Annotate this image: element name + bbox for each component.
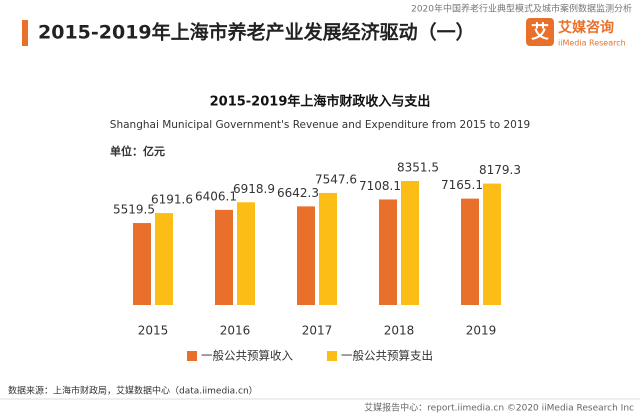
value-label: 7108.1	[359, 179, 401, 193]
logo-mark: 艾	[531, 21, 549, 43]
value-label: 6642.3	[277, 186, 319, 200]
bar	[297, 206, 315, 305]
bar	[155, 213, 173, 305]
value-label: 6406.1	[195, 189, 237, 203]
chart-subtitle: Shanghai Municipal Government's Revenue …	[110, 119, 530, 131]
chart-title: 2015-2019年上海市财政收入与支出	[210, 94, 431, 110]
legend-swatch	[327, 351, 337, 361]
bar	[237, 202, 255, 305]
x-tick-label: 2017	[302, 324, 333, 338]
credit: 艾媒报告中心：report.iimedia.cn ©2020 iiMedia R…	[364, 402, 634, 414]
x-tick-label: 2016	[220, 324, 251, 338]
unit: 单位：亿元	[110, 144, 165, 158]
report-name: 2020年中国养老行业典型模式及城市案例数据监测分析	[411, 3, 632, 15]
value-label: 8351.5	[397, 161, 439, 175]
bar	[133, 223, 151, 305]
bar	[215, 209, 233, 305]
logo-name: 艾媒咨询	[558, 19, 614, 36]
x-tick-label: 2018	[384, 324, 415, 338]
bar	[483, 183, 501, 305]
x-tick-label: 2019	[466, 324, 497, 338]
value-label: 6918.9	[233, 182, 275, 196]
bar	[379, 199, 397, 305]
page-title: 2015-2019年上海市养老产业发展经济驱动（一）	[38, 21, 475, 44]
x-tick-label: 2015	[138, 324, 169, 338]
title-accent	[22, 20, 28, 46]
value-label: 5519.5	[113, 203, 155, 217]
value-label: 6191.6	[151, 193, 193, 207]
bar	[319, 192, 337, 305]
legend-label: 一般公共预算支出	[341, 349, 433, 363]
bar	[401, 181, 419, 305]
value-label: 8179.3	[479, 163, 521, 177]
legend-label: 一般公共预算收入	[201, 349, 293, 363]
logo-icon	[526, 18, 554, 46]
bar	[461, 198, 479, 305]
source: 数据来源：上海市财政局，艾媒数据中心（data.iimedia.cn）	[8, 385, 258, 397]
value-label: 7547.6	[315, 172, 357, 186]
logo-en: iiMedia Research	[558, 39, 626, 48]
legend-swatch	[187, 351, 197, 361]
value-label: 7165.1	[441, 178, 483, 192]
